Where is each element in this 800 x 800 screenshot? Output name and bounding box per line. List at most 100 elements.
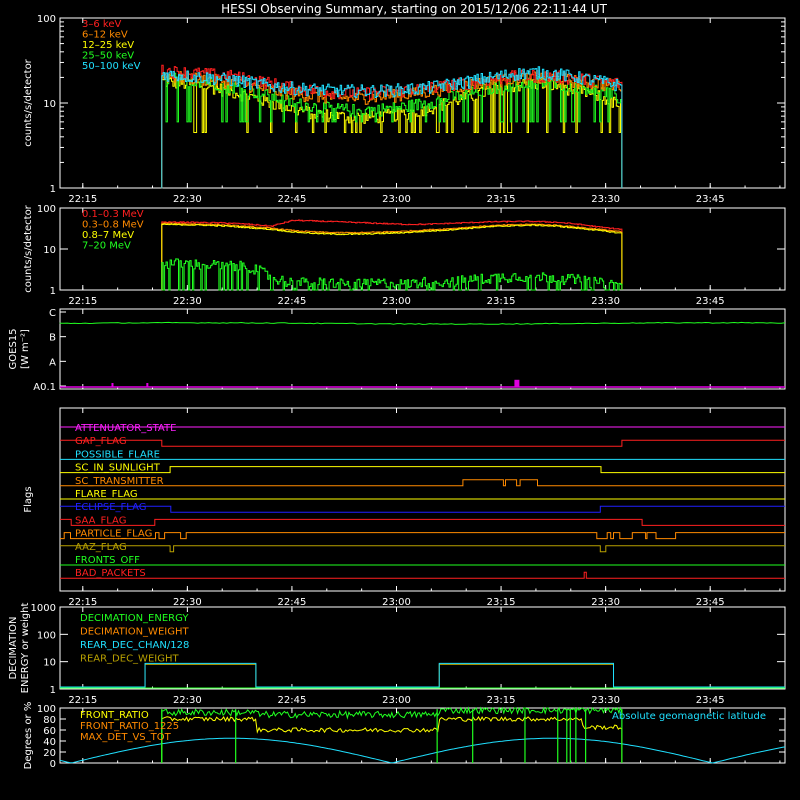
p3-ytick-label: C	[49, 308, 56, 319]
p2-xtick-label: 23:00	[382, 296, 411, 307]
p1-ylabel: counts/s/detector	[23, 58, 34, 146]
p2-xtick-label: 23:30	[591, 296, 620, 307]
p2-ytick-label: 100	[37, 204, 56, 215]
p5-xtick-label: 22:30	[173, 695, 202, 706]
p2-xtick-label: 22:30	[173, 296, 202, 307]
p4-xtick-label: 22:30	[173, 597, 202, 608]
p6-ylabel-group: Degrees or %	[23, 702, 34, 770]
p5-xtick-label: 23:30	[591, 695, 620, 706]
p5-xtick-label: 22:45	[278, 695, 307, 706]
p4-flag-label: SC_IN_SUNLIGHT	[75, 463, 161, 474]
p5-legend-item: DECIMATION_ENERGY	[80, 613, 189, 624]
p3-spike	[111, 383, 114, 387]
p1-xtick-label: 23:15	[487, 194, 516, 205]
p5-ytick-label: 10	[43, 658, 56, 669]
p2-ylabel-group: counts/s/detector	[23, 204, 34, 292]
p1-xtick-label: 22:30	[173, 194, 202, 205]
p2-xtick-label: 22:15	[68, 296, 97, 307]
p1-xtick-label: 23:30	[591, 194, 620, 205]
p5-xtick-label: 23:00	[382, 695, 411, 706]
p2-ylabel: counts/s/detector	[23, 204, 34, 292]
p5-legend-item: REAR_DEC_WEIGHT	[80, 654, 179, 665]
p6-ylabel: Degrees or %	[23, 702, 34, 770]
p4-flag-label: ATTENUATOR_STATE	[75, 423, 176, 434]
p4-xtick-label: 23:30	[591, 597, 620, 608]
p2-legend-item: 0.8–7 MeV	[82, 230, 134, 241]
p4-flag-label: FRONTS_OFF	[75, 555, 140, 566]
p4-flag-label: ECLIPSE_FLAG	[75, 502, 146, 513]
p2-legend-item: 0.1–0.3 MeV	[82, 209, 144, 220]
p4-flag-label: BAD_PACKETS	[75, 568, 146, 579]
p5-frame	[59, 606, 786, 690]
p3-spike	[146, 383, 149, 387]
p4-xtick-label: 22:15	[68, 597, 97, 608]
p1-ytick-label: 10	[43, 99, 56, 110]
p5-ytick-label: 100	[37, 630, 56, 641]
p6-frame	[59, 707, 786, 764]
p2-xtick-label: 22:45	[278, 296, 307, 307]
p4-flag-line	[60, 505, 785, 513]
p6-legend-item: MAX_DET_VS_TOT	[80, 732, 172, 743]
p4-xtick-label: 23:00	[382, 597, 411, 608]
p3-spike	[514, 379, 520, 387]
p1-series-line	[161, 66, 623, 189]
p6-max-det-line	[161, 706, 623, 764]
p4-flag-label: AAZ_FLAG	[75, 542, 127, 553]
p3-ytick-label: B	[49, 333, 56, 344]
p5-legend-item: DECIMATION_WEIGHT	[80, 627, 189, 638]
figure-title: HESSI Observing Summary, starting on 201…	[221, 2, 607, 16]
p4-flag-label: GAP_FLAG	[75, 436, 127, 447]
p5-ylabel-group: DECIMATION ENERGY or weight	[8, 603, 31, 694]
p6-ytick-label: 0	[50, 759, 56, 770]
p4-flag-label: SC_TRANSMITTER	[75, 476, 164, 487]
p1-legend-item: 3–6 keV	[82, 19, 121, 30]
p1-legend-item: 12–25 keV	[82, 40, 134, 51]
p2-ytick-label: 10	[43, 245, 56, 256]
p6-legend-geomag: Absolute geomagnetic latitude	[612, 711, 766, 722]
p1-xtick-label: 23:00	[382, 194, 411, 205]
p2-legend-item: 7–20 MeV	[82, 241, 131, 252]
p2-series-line	[161, 258, 623, 291]
p1-xtick-label: 22:45	[278, 194, 307, 205]
p2-ytick-label: 1	[50, 286, 56, 297]
p1-legend-item: 25–50 keV	[82, 51, 134, 62]
p1-legend-item: 6–12 keV	[82, 30, 128, 41]
p4-xtick-label: 23:45	[696, 597, 725, 608]
p4-ylabel: Flags	[23, 486, 34, 512]
p4-flag-line	[60, 532, 785, 540]
p6-legend-item: FRONT_RATIO	[80, 710, 149, 721]
p3-ytick-label: A	[49, 357, 56, 368]
p4-xtick-label: 23:15	[487, 597, 516, 608]
p4-flag-line	[60, 545, 785, 553]
p3-ylabel-group: GOES15 [W m⁻²]	[8, 328, 31, 369]
p1-legend-item: 50–100 keV	[82, 61, 141, 72]
p4-flag-line	[60, 466, 785, 474]
p2-legend-item: 0.3–0.8 MeV	[82, 220, 144, 231]
p6-legend-item: FRONT_RATIO_1225	[80, 721, 179, 732]
p3-goes-line	[59, 321, 786, 325]
p1-xtick-label: 22:15	[68, 194, 97, 205]
p5-ylabel2: ENERGY or weight	[20, 603, 31, 694]
p3-ylabel: GOES15	[8, 328, 19, 369]
p4-flag-line	[60, 479, 785, 487]
p4-xtick-label: 22:45	[278, 597, 307, 608]
p1-frame	[59, 17, 786, 189]
p3-ylabel2: [W m⁻²]	[20, 329, 31, 369]
p4-flag-label: PARTICLE_FLAG	[75, 529, 152, 540]
p6-ytick-label: 80	[43, 715, 56, 726]
p4-ylabel-group: Flags	[23, 486, 34, 512]
p6-ytick-label: 100	[37, 704, 56, 715]
p6-ytick-label: 40	[43, 737, 56, 748]
p2-xtick-label: 23:45	[696, 296, 725, 307]
p5-rear-dec-chan-line	[60, 662, 785, 688]
p5-ylabel: DECIMATION	[8, 616, 19, 679]
p4-flag-line	[60, 571, 785, 579]
p3-ytick-label: A0.1	[33, 382, 56, 393]
p4-flag-label: POSSIBLE_FLARE	[75, 449, 160, 460]
p5-ytick-label: 1	[50, 685, 56, 696]
p5-xtick-label: 23:45	[696, 695, 725, 706]
p6-ytick-label: 20	[43, 748, 56, 759]
p5-rear-dec-weight-line	[60, 663, 785, 689]
p6-front-ratio-line	[161, 716, 623, 764]
